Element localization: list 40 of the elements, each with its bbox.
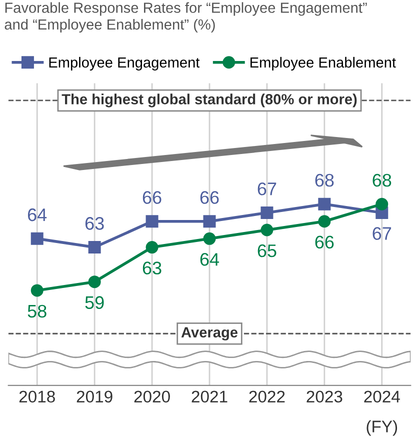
data-label: 59 [85, 296, 104, 309]
data-label: 63 [142, 262, 162, 274]
data-label: 67 [258, 182, 276, 196]
point [88, 276, 101, 288]
x-axis-title: (FY) [366, 420, 398, 436]
ref-line-label: The highest global standard (80% or more) [62, 94, 357, 108]
x-tick-label: 2019 [76, 390, 112, 403]
data-label: 64 [28, 208, 47, 222]
point [318, 198, 331, 210]
point [88, 241, 101, 254]
point [260, 206, 274, 219]
x-tick-label: 2024 [364, 390, 400, 403]
data-label: 65 [258, 244, 276, 258]
data-label: 64 [200, 253, 220, 266]
point [146, 241, 158, 254]
data-label: 68 [372, 174, 392, 187]
point [260, 224, 274, 236]
x-tick-label: 2022 [249, 390, 285, 403]
data-label: 66 [200, 191, 219, 204]
data-label: 63 [85, 217, 104, 230]
point [376, 198, 388, 210]
chart-title: Favorable Response Rates for “Employee Engagement” and “Employee Enablement” (%) [4, 2, 367, 33]
point [318, 215, 331, 228]
data-label: 67 [372, 227, 392, 240]
point [203, 232, 216, 245]
data-label: 68 [315, 174, 334, 187]
x-tick-label: 2021 [192, 390, 228, 403]
ref-line-label: Average [181, 327, 238, 340]
legend-label: Employee Engagement [49, 56, 200, 71]
x-tick-label: 2020 [134, 390, 170, 403]
data-label: 66 [142, 191, 162, 204]
x-tick-label: 2018 [19, 390, 55, 403]
x-tick-label: 2023 [306, 390, 342, 403]
point [30, 284, 44, 297]
data-label: 58 [28, 304, 46, 318]
data-label: 66 [315, 236, 334, 249]
legend-label: Employee Enablement [250, 56, 396, 71]
point [30, 232, 44, 245]
point [146, 215, 158, 228]
point [203, 215, 216, 228]
